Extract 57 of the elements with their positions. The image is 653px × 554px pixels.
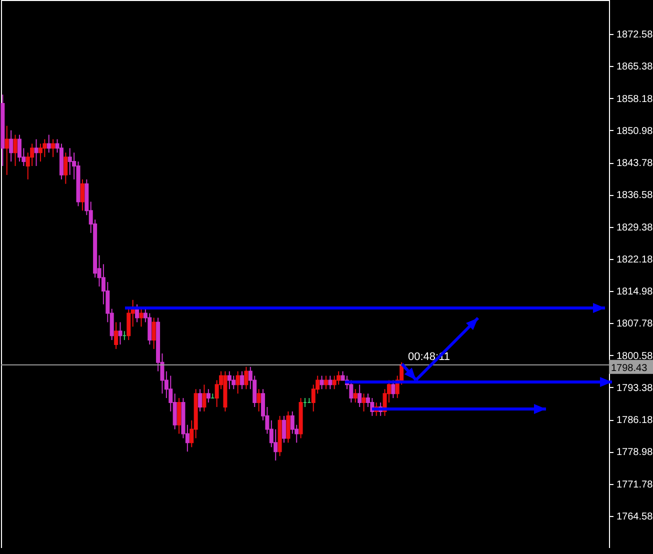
candlestick [126, 308, 131, 341]
y-tick-label: 1800.58 [616, 350, 653, 362]
candlestick [232, 375, 236, 390]
candlestick [38, 143, 42, 162]
candlestick [42, 138, 47, 158]
candlestick [51, 138, 56, 158]
candlestick [324, 375, 328, 390]
y-tick-label: 1822.18 [616, 254, 653, 266]
candlestick [17, 134, 22, 162]
y-tick-label: 1771.78 [616, 479, 653, 490]
candlestick [362, 393, 366, 412]
candlestick [64, 152, 68, 184]
candlestick [282, 415, 286, 444]
y-tick-label: 1843.78 [616, 158, 653, 170]
candlestick [227, 370, 232, 390]
y-tick-label: 1865.38 [616, 62, 653, 73]
candlestick [80, 178, 84, 212]
candlestick [118, 322, 122, 346]
y-tick-label: 1829.38 [616, 222, 653, 234]
candlestick [320, 375, 324, 390]
candlestick [336, 370, 341, 386]
candlestick [9, 130, 14, 162]
y-tick-label: 1858.18 [616, 94, 653, 105]
candlestick [391, 380, 396, 399]
y-tick-label: 1814.98 [616, 286, 653, 298]
y-tick-label: 1793.38 [616, 382, 653, 394]
candlestick [139, 308, 144, 328]
candlestick [148, 312, 152, 346]
candlestick [202, 384, 206, 412]
y-tick-label: 1872.58 [616, 30, 653, 41]
candlestick [358, 384, 362, 408]
candlestick [4, 125, 9, 176]
candlestick [114, 322, 118, 350]
y-tick-label: 1786.18 [616, 415, 653, 426]
candlestick [177, 398, 182, 434]
y-tick-label: 1836.58 [616, 190, 653, 202]
candlestick [240, 370, 244, 390]
candlestick [68, 148, 72, 176]
candlestick [152, 317, 156, 350]
y-tick-label: 1764.58 [616, 511, 653, 522]
candlestick [353, 388, 358, 404]
candlestick [13, 134, 18, 167]
candlestick [206, 388, 210, 404]
y-tick-label: 1778.98 [616, 447, 653, 458]
candlestick [328, 375, 332, 390]
candlestick [286, 410, 290, 444]
candlestick [34, 138, 38, 167]
candlestick [349, 380, 354, 404]
candlestick [332, 375, 336, 390]
candlestick [256, 388, 261, 412]
candlestick [198, 388, 202, 412]
y-tick-label: 1850.98 [616, 126, 653, 137]
ref-line-label: 1798.43 [611, 362, 648, 374]
y-tick-label: 1807.78 [616, 318, 653, 330]
candlestick [244, 366, 248, 390]
candlestick [46, 134, 51, 154]
candlestick [236, 370, 240, 394]
